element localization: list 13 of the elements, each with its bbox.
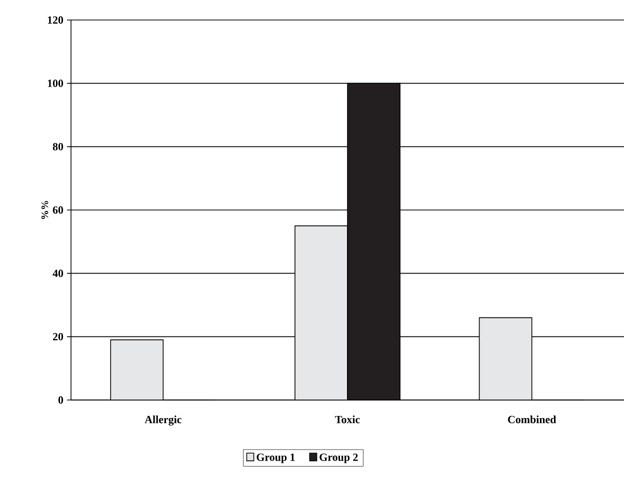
x-tick-label: Allergic bbox=[144, 416, 182, 426]
x-tick-label: Toxic bbox=[335, 416, 360, 424]
y-tick-label: 100 bbox=[48, 80, 64, 88]
y-tick-label: 120 bbox=[48, 16, 64, 24]
y-tick-label: 60 bbox=[52, 206, 64, 214]
y-tick-label: 80 bbox=[52, 142, 64, 150]
x-tick-label: Combined bbox=[508, 416, 556, 424]
y-axis-title: %% bbox=[41, 200, 48, 219]
y-tick-label: 0 bbox=[58, 396, 64, 404]
y-tick-label: 40 bbox=[52, 270, 64, 278]
legend-label: Group 2 bbox=[320, 454, 358, 464]
y-tick-label: 20 bbox=[52, 332, 64, 340]
legend-label: Group 1 bbox=[256, 454, 295, 464]
